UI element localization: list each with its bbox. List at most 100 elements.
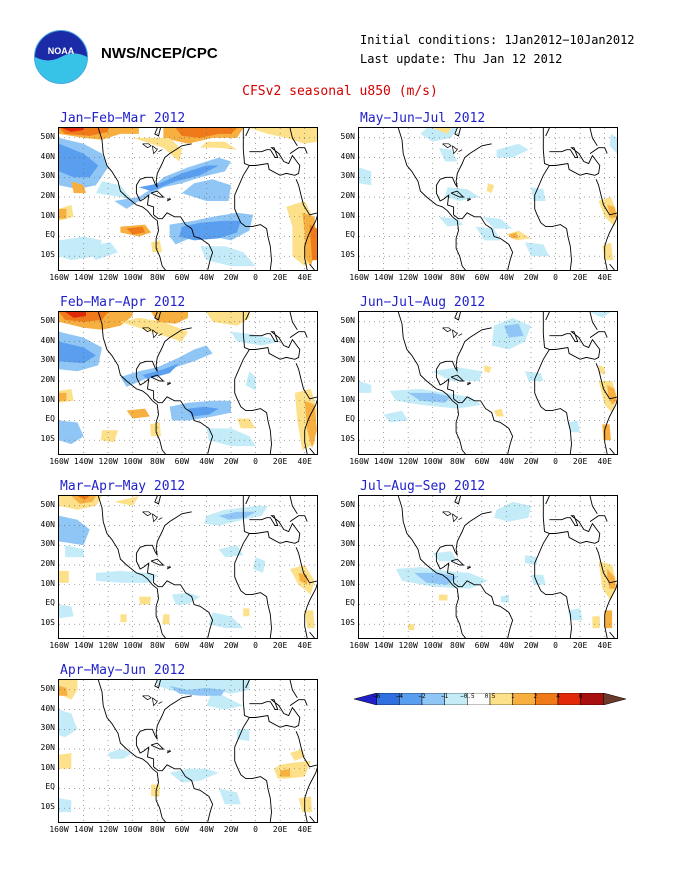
coastline [154, 680, 161, 689]
anomaly-shading-neg1 [172, 592, 201, 605]
anomaly-shading-neg1 [494, 501, 531, 522]
lat-label: EQ [45, 414, 55, 424]
colorbar-label: −2 [418, 693, 426, 700]
anomaly-shading-neg3 [59, 143, 99, 178]
anomaly-shading-neg2 [181, 179, 231, 201]
lon-label: 60W [474, 457, 490, 466]
map-mjj [359, 128, 617, 270]
coastline [545, 128, 550, 137]
coastline [97, 680, 167, 822]
last-update: Last update: Thu Jan 12 2012 [360, 52, 563, 66]
coastline [249, 331, 301, 360]
lon-label: 140W [373, 273, 394, 282]
coastline [150, 558, 165, 566]
coastline [309, 447, 315, 454]
coastline [450, 558, 465, 566]
lon-label: 60W [474, 641, 490, 650]
coastline [609, 447, 615, 454]
anomaly-shading-neg2 [408, 392, 452, 403]
lat-label: EQ [45, 598, 55, 608]
coastline [397, 312, 467, 454]
figure-title: CFSv2 seasonal u850 (m/s) [242, 84, 438, 99]
coastline [609, 263, 615, 270]
anomaly-shading-pos1 [59, 753, 72, 769]
coastline [595, 179, 617, 270]
lat-label: 20N [340, 375, 355, 385]
coastline [289, 331, 308, 338]
anomaly-shading-pos1 [274, 760, 311, 779]
lat-label: 50N [40, 499, 55, 509]
lon-label: 100W [123, 641, 143, 650]
anomaly-shading-neg1 [524, 242, 550, 257]
lat-label: 10N [40, 210, 55, 220]
colorbar-label: 0.5 [484, 693, 496, 700]
coastline [466, 198, 472, 202]
lon-label: 80W [150, 641, 165, 650]
coastline [150, 374, 165, 382]
coastline [295, 547, 317, 638]
anomaly-shading-neg1 [445, 187, 480, 201]
coastline [454, 128, 461, 137]
anomaly-shading-neg1 [590, 312, 611, 318]
lon-label: 40W [499, 273, 514, 282]
lon-label: 80W [450, 273, 465, 282]
lat-label: EQ [45, 782, 55, 792]
anomaly-shading-neg1 [432, 551, 458, 562]
map-panel-amj [58, 679, 318, 823]
anomaly-shading-pos2 [126, 408, 150, 419]
anomaly-shading-pos1 [151, 784, 160, 797]
lat-label: EQ [45, 230, 55, 240]
lon-label: 20W [523, 273, 539, 282]
anomaly-shading-pos1 [200, 141, 238, 150]
map-panel-mam [58, 495, 318, 639]
anomaly-shading-neg1 [169, 768, 219, 783]
lake-outline [152, 329, 158, 339]
lake-outline [142, 695, 152, 701]
anomaly-shading-pos4 [65, 312, 86, 318]
anomaly-shading-pos2 [151, 312, 188, 324]
anomaly-shading-pos1 [298, 796, 313, 813]
anomaly-shading-pos2 [607, 204, 617, 219]
anomaly-shading-neg1 [524, 371, 544, 381]
coastline [549, 515, 601, 544]
lon-label: 160W [49, 825, 69, 834]
coastline [166, 566, 172, 570]
coastline [97, 128, 167, 270]
lon-label: 40W [199, 273, 214, 282]
lat-label: 10N [340, 210, 355, 220]
coastline [135, 695, 214, 822]
lat-label: 40N [340, 519, 355, 529]
coastline [595, 363, 617, 454]
panel-label-fma: Feb−Mar−Apr 2012 [60, 295, 186, 310]
anomaly-shading-pos4 [61, 128, 84, 132]
coastline [309, 631, 315, 638]
colorbar-label: 2 [533, 693, 538, 700]
lake-outline [452, 329, 458, 339]
lon-label: 100W [123, 825, 143, 834]
lake-outline [158, 701, 163, 705]
anomaly-shading-neg1 [383, 410, 409, 423]
colorbar-swatch [603, 692, 627, 706]
anomaly-shading-pos2 [607, 569, 616, 589]
lon-label: 20W [223, 273, 239, 282]
anomaly-shading-neg1 [567, 420, 581, 433]
lat-label: 10S [40, 250, 55, 260]
coastline [534, 496, 572, 638]
lat-label: 10S [40, 434, 55, 444]
lon-label: 0 [553, 273, 558, 282]
panel-label-jas: Jul−Aug−Sep 2012 [360, 479, 486, 494]
anomaly-shading-neg1 [359, 167, 372, 186]
lat-label: 20N [40, 743, 55, 753]
lon-label: 20W [223, 641, 239, 650]
anomaly-shading-neg3 [188, 406, 219, 417]
lon-label: 20E [272, 641, 288, 650]
anomaly-shading-neg2 [504, 323, 524, 338]
coastline [234, 128, 272, 270]
lake-outline [452, 513, 458, 523]
anomaly-shading-pos1 [237, 418, 256, 429]
lat-label: EQ [345, 230, 355, 240]
coastline [289, 515, 308, 522]
lon-label: 120W [98, 273, 118, 282]
anomaly-shading-neg1 [481, 216, 513, 229]
coastline [150, 190, 165, 198]
